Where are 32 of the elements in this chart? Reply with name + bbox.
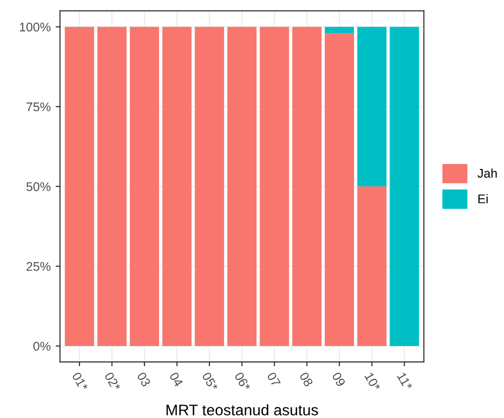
bar <box>130 26 160 346</box>
bar <box>357 26 386 186</box>
bar <box>97 26 127 346</box>
x-tick-label: 03 <box>136 372 151 388</box>
bar <box>390 26 419 346</box>
bar <box>324 26 354 34</box>
bar <box>162 26 192 346</box>
legend-label: Jah <box>478 168 497 178</box>
x-tick-label: 01* <box>72 372 88 392</box>
y-tick-label: 25% <box>26 262 51 271</box>
bar <box>64 26 94 346</box>
bar <box>260 26 290 346</box>
bar <box>292 26 322 346</box>
x-tick-label: 09 <box>332 372 346 388</box>
x-tick-label: 11* <box>397 372 413 391</box>
x-tick-label: 10* <box>364 372 381 392</box>
x-tick-label: 02* <box>104 372 121 392</box>
x-axis-title: MRT teostanud asutus <box>166 404 318 416</box>
bar <box>324 33 354 346</box>
x-tick-label: 04 <box>169 372 184 388</box>
x-tick-label: 06* <box>234 372 251 392</box>
y-tick-label: 100% <box>20 22 51 32</box>
x-tick-label: 07 <box>266 372 281 388</box>
bar <box>357 186 386 346</box>
y-tick-label: 0% <box>33 342 51 351</box>
bar <box>194 26 224 346</box>
bar <box>227 26 257 346</box>
x-tick-label: 08 <box>299 372 314 388</box>
y-tick-label: 50% <box>26 182 51 192</box>
y-tick-label: 75% <box>26 102 51 112</box>
x-tick-label: 05* <box>202 372 218 392</box>
legend-label: Ei <box>478 194 488 204</box>
